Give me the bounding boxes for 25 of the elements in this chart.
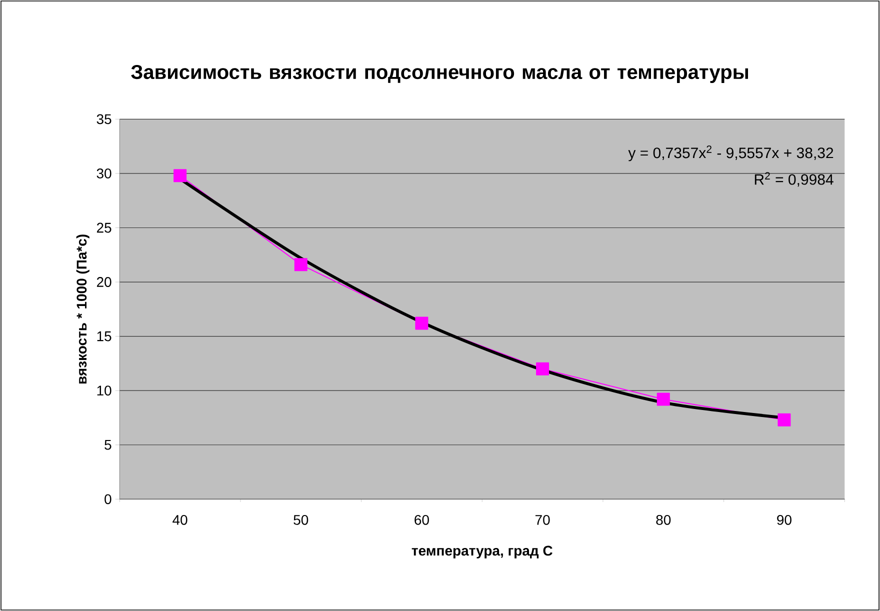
point [294,258,308,272]
x-tick-label: 60 [414,514,429,525]
x-tick-label: 40 [172,514,188,525]
point [174,169,187,182]
x-tick-label: 50 [294,514,308,525]
x-axis-title: температура, град С [412,546,552,558]
annotation: y = 0,7357x$^{2}$ - 9,5557x + 38,32 [628,146,834,162]
y-tick-label: 30 [96,168,112,178]
y-tick-label: 5 [104,440,112,450]
y-tick-label: 20 [96,277,112,287]
y-tick-label: 15 [97,331,112,342]
point [536,362,550,376]
x-tick-label: 80 [656,514,671,525]
y-tick-label: 0 [104,494,112,504]
y-tick-label: 35 [96,114,112,124]
y-tick-label: 25 [96,222,112,233]
x-tick-label: 70 [535,514,550,525]
chart-title: Зависимость вязкости подсолнечного масла от температуры [131,64,748,84]
x-tick-label: 90 [777,514,792,525]
y-axis-title: вязкость * 1000 (Па*с) [76,234,90,384]
y-tick-label: 10 [97,386,112,396]
point [415,316,428,330]
point [656,392,670,406]
annotation: R$^{2}$ = 0,9984 [754,172,834,187]
point [778,413,791,426]
